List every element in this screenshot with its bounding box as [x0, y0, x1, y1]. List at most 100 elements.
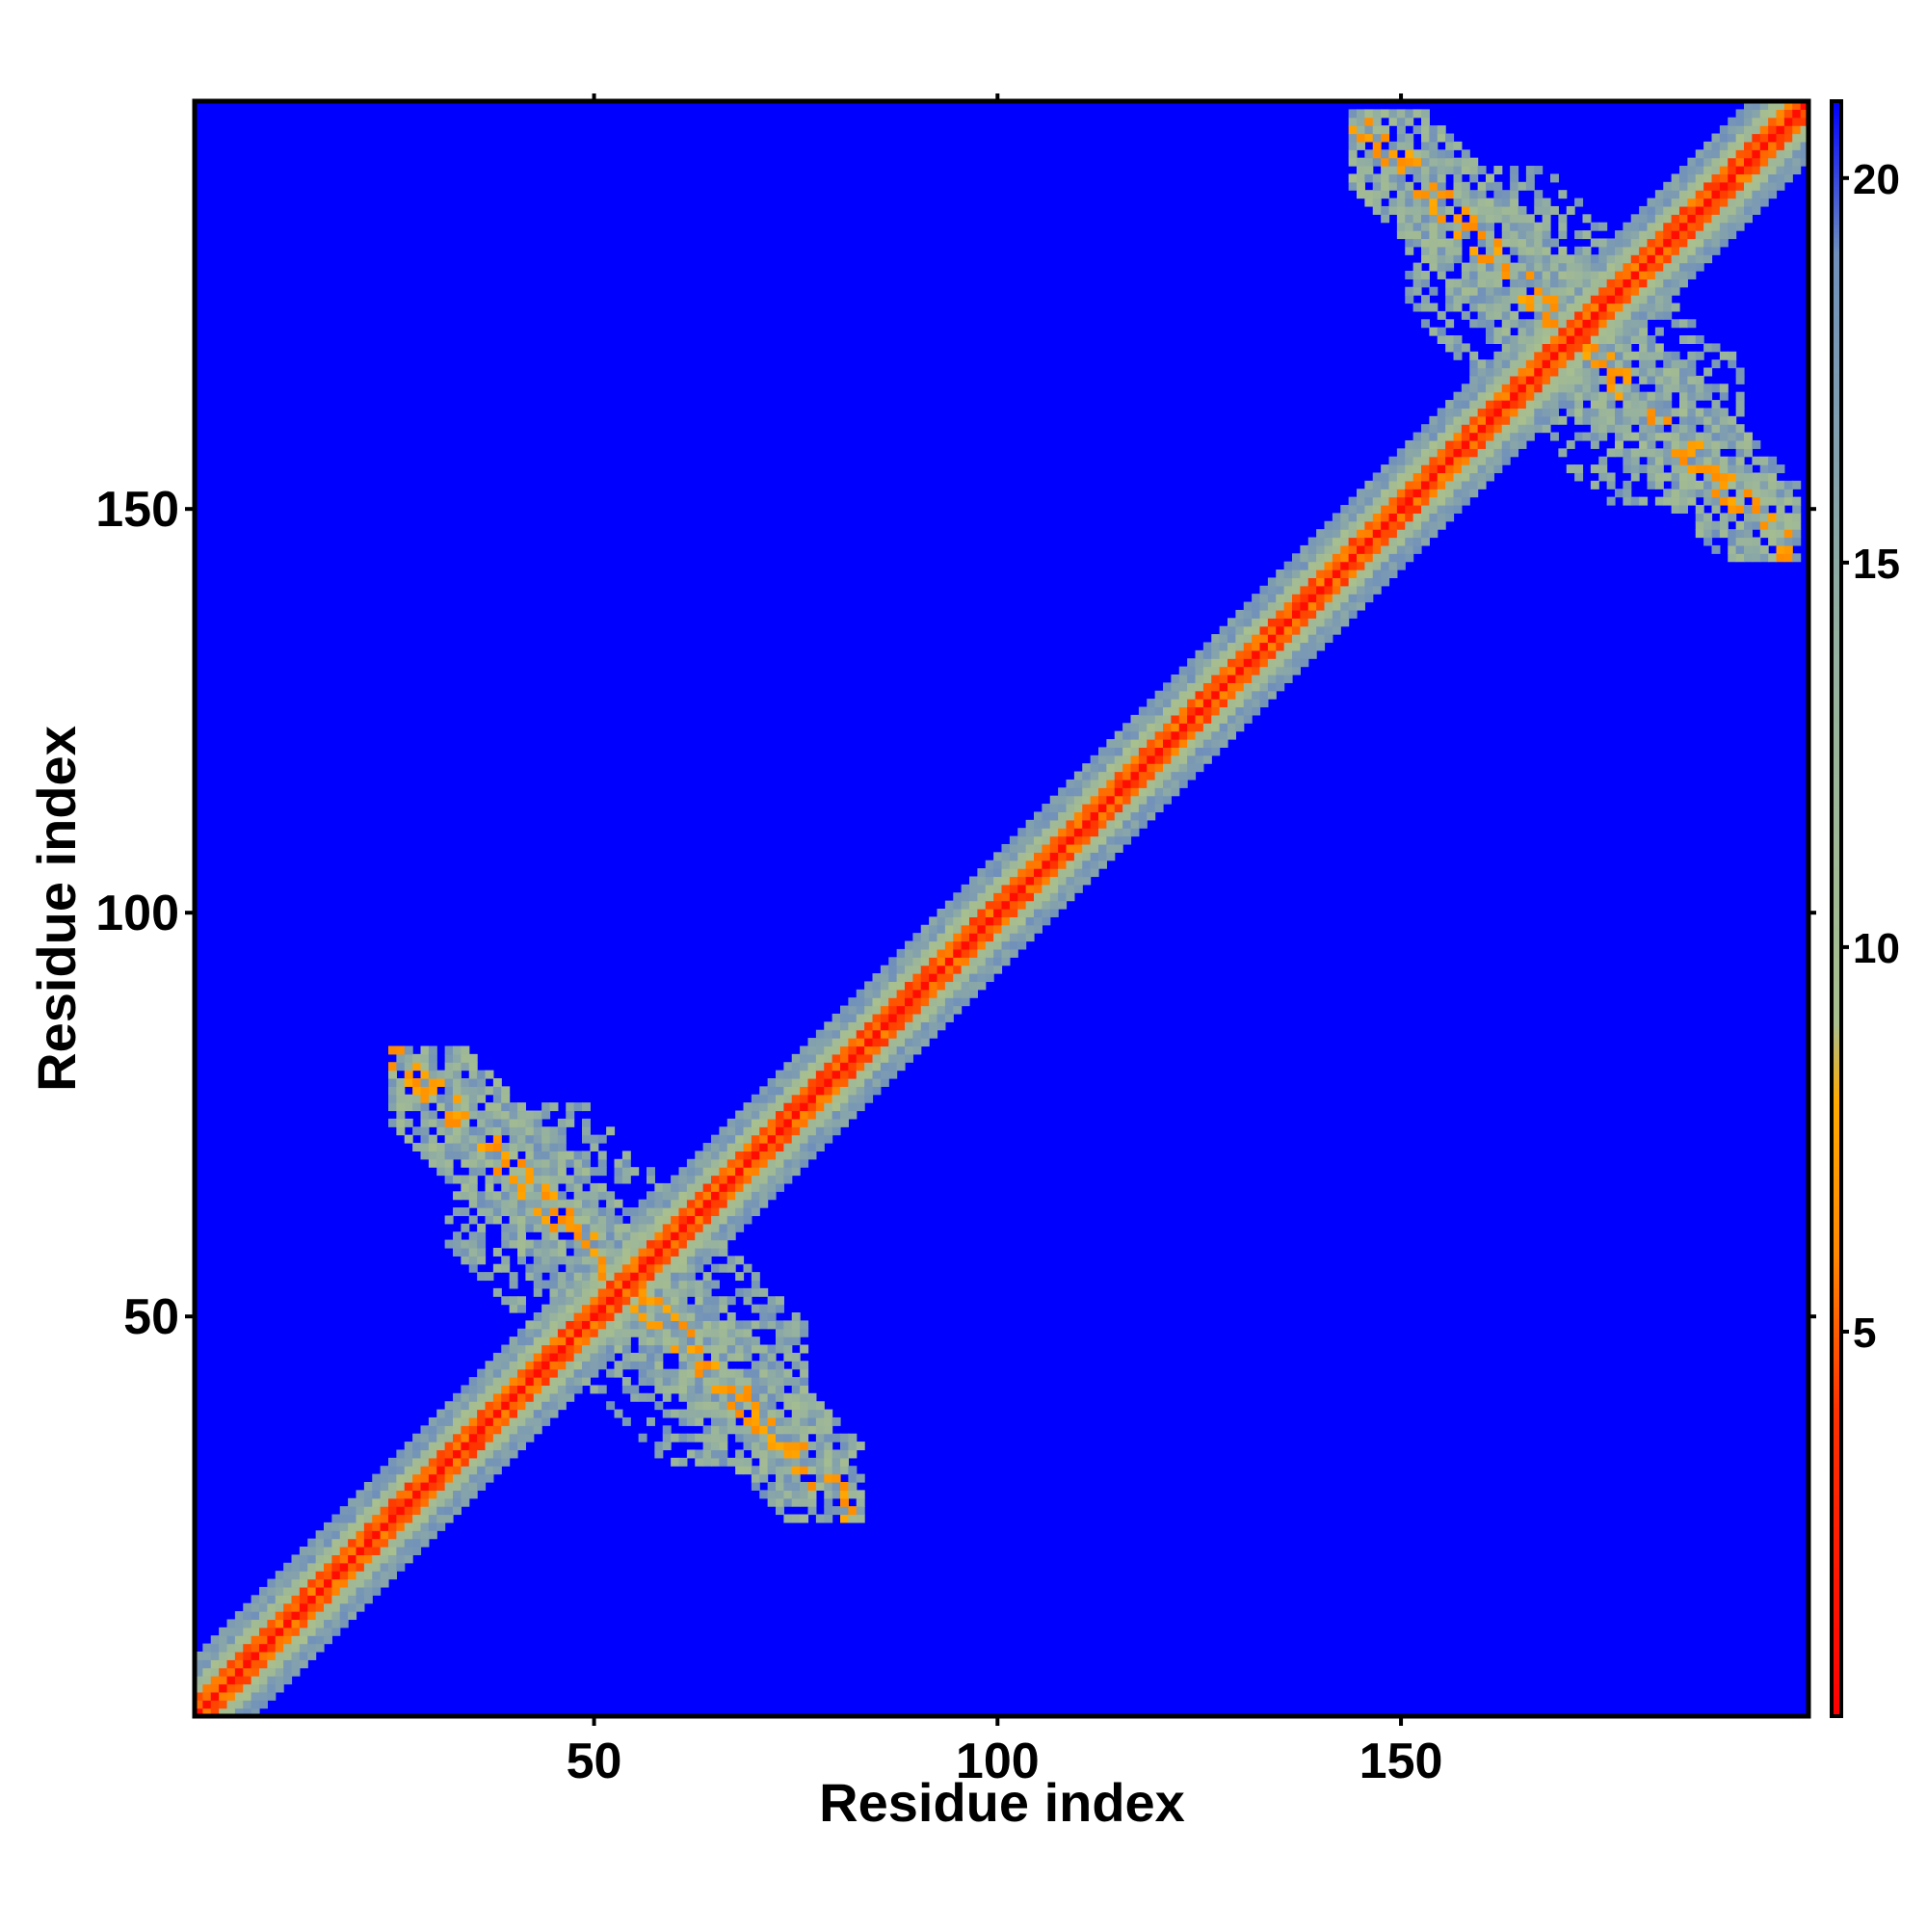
- heatmap-cell: [1412, 166, 1422, 175]
- heatmap-cell: [1429, 505, 1439, 514]
- heatmap-cell: [1324, 569, 1333, 579]
- heatmap-cell: [509, 1126, 518, 1136]
- heatmap-cell: [1525, 359, 1535, 369]
- heatmap-cell: [1307, 649, 1317, 659]
- heatmap-cell: [517, 1110, 526, 1120]
- heatmap-cell: [1501, 327, 1511, 336]
- heatmap-cell: [1001, 924, 1011, 934]
- heatmap-cell: [614, 1368, 623, 1378]
- heatmap-cell: [1534, 319, 1544, 329]
- heatmap-cell: [501, 1344, 511, 1354]
- heatmap-cell: [1154, 771, 1164, 781]
- heatmap-cell: [1058, 819, 1068, 829]
- heatmap-cell: [1300, 585, 1309, 595]
- heatmap-cell: [1752, 173, 1761, 183]
- heatmap-cell: [1412, 303, 1422, 312]
- heatmap-cell: [1396, 181, 1406, 191]
- heatmap-cell: [1768, 513, 1778, 522]
- heatmap-cell: [509, 1182, 518, 1192]
- heatmap-cell: [702, 1272, 712, 1282]
- heatmap-cell: [1049, 804, 1059, 813]
- heatmap-cell: [363, 1481, 373, 1491]
- heatmap-cell: [420, 1086, 430, 1096]
- heatmap-cell: [832, 1094, 841, 1103]
- heatmap-cell: [1647, 198, 1656, 207]
- heatmap-cell: [726, 1151, 736, 1160]
- heatmap-cell: [1332, 553, 1341, 563]
- heatmap-cell: [638, 1207, 647, 1217]
- heatmap-cell: [783, 1062, 793, 1072]
- heatmap-cell: [953, 973, 963, 983]
- heatmap-cell: [647, 1280, 655, 1289]
- heatmap-cell: [743, 1442, 752, 1451]
- heatmap-cell: [929, 981, 938, 991]
- heatmap-cell: [1623, 295, 1632, 304]
- heatmap-cell: [751, 1158, 760, 1168]
- heatmap-cell: [1550, 400, 1559, 410]
- heatmap-cell: [1776, 181, 1785, 191]
- heatmap-cell: [492, 1134, 502, 1144]
- heatmap-cell: [1574, 343, 1584, 353]
- heatmap-cell: [1340, 601, 1350, 611]
- heatmap-cell: [412, 1530, 422, 1540]
- heatmap-cell: [1759, 149, 1769, 159]
- heatmap-cell: [1703, 254, 1713, 264]
- heatmap-cell: [468, 1086, 478, 1096]
- heatmap-cell: [1510, 190, 1519, 199]
- heatmap-cell: [1421, 513, 1430, 522]
- heatmap-cell: [1372, 513, 1382, 522]
- heatmap-cell: [1534, 424, 1544, 434]
- heatmap-cell: [1307, 634, 1317, 644]
- heatmap-cell: [1009, 900, 1018, 910]
- heatmap-cell: [1017, 933, 1027, 942]
- heatmap-cell: [492, 1215, 502, 1225]
- heatmap-cell: [1445, 400, 1455, 410]
- heatmap-cell: [1606, 400, 1616, 410]
- heatmap-cell: [1752, 456, 1761, 465]
- heatmap-cell: [1324, 618, 1333, 627]
- heatmap-cell: [1744, 141, 1753, 150]
- heatmap-cell: [453, 1231, 462, 1241]
- heatmap-cell: [485, 1207, 494, 1217]
- heatmap-cell: [1768, 101, 1778, 110]
- heatmap-cell: [557, 1280, 567, 1289]
- heatmap-cell: [815, 1045, 825, 1055]
- heatmap-cell: [856, 1490, 865, 1499]
- heatmap-cell: [1405, 295, 1414, 304]
- heatmap-cell: [671, 1239, 680, 1249]
- heatmap-cell: [735, 1377, 745, 1387]
- heatmap-cell: [348, 1602, 357, 1612]
- heatmap-cell: [251, 1683, 260, 1693]
- heatmap-cell: [1703, 246, 1713, 255]
- colorbar-tick-label: 5: [1853, 1310, 1876, 1357]
- heatmap-cell: [726, 1320, 736, 1330]
- heatmap-cell: [331, 1514, 341, 1523]
- heatmap-cell: [1728, 432, 1737, 441]
- heatmap-cell: [824, 1490, 833, 1499]
- heatmap-cell: [549, 1304, 559, 1313]
- heatmap-cell: [840, 1094, 849, 1103]
- heatmap-cell: [1017, 900, 1027, 910]
- heatmap-cell: [767, 1425, 777, 1435]
- heatmap-cell: [557, 1385, 567, 1394]
- heatmap-cell: [307, 1643, 317, 1653]
- heatmap-cell: [1437, 205, 1446, 215]
- heatmap-cell: [1090, 763, 1099, 773]
- heatmap-cell: [735, 1182, 745, 1192]
- heatmap-cell: [251, 1707, 260, 1717]
- heatmap-cell: [1518, 367, 1527, 377]
- heatmap-cell: [791, 1086, 801, 1096]
- heatmap-cell: [840, 1102, 849, 1112]
- heatmap-cell: [1332, 569, 1341, 579]
- heatmap-cell: [396, 1086, 406, 1096]
- heatmap-cell: [299, 1547, 308, 1555]
- heatmap-cell: [1412, 432, 1422, 441]
- heatmap-cell: [509, 1143, 518, 1151]
- heatmap-cell: [1630, 230, 1640, 240]
- heatmap-cell: [1461, 270, 1470, 279]
- heatmap-cell: [492, 1442, 502, 1451]
- heatmap-cell: [1639, 343, 1649, 353]
- heatmap-cell: [735, 1223, 745, 1232]
- heatmap-cell: [1453, 472, 1463, 482]
- heatmap-cell: [1687, 480, 1697, 490]
